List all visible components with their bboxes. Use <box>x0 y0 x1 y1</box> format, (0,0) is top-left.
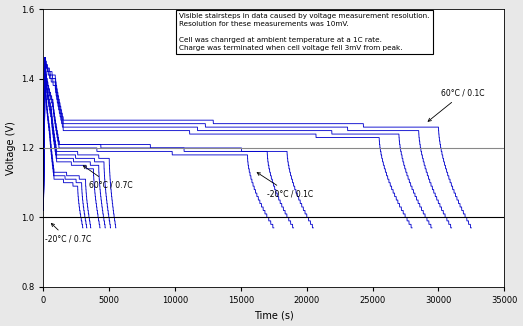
Y-axis label: Voltage (V): Voltage (V) <box>6 121 16 175</box>
Text: 60°C / 0.7C: 60°C / 0.7C <box>83 166 133 190</box>
Text: 60°C / 0.1C: 60°C / 0.1C <box>428 89 484 121</box>
Text: Visible stairsteps in data caused by voltage measurement resolution.
Resolution : Visible stairsteps in data caused by vol… <box>179 13 430 51</box>
Text: -20°C / 0.7C: -20°C / 0.7C <box>44 223 91 244</box>
X-axis label: Time (s): Time (s) <box>254 310 294 320</box>
Text: -20°C / 0.1C: -20°C / 0.1C <box>257 172 313 199</box>
